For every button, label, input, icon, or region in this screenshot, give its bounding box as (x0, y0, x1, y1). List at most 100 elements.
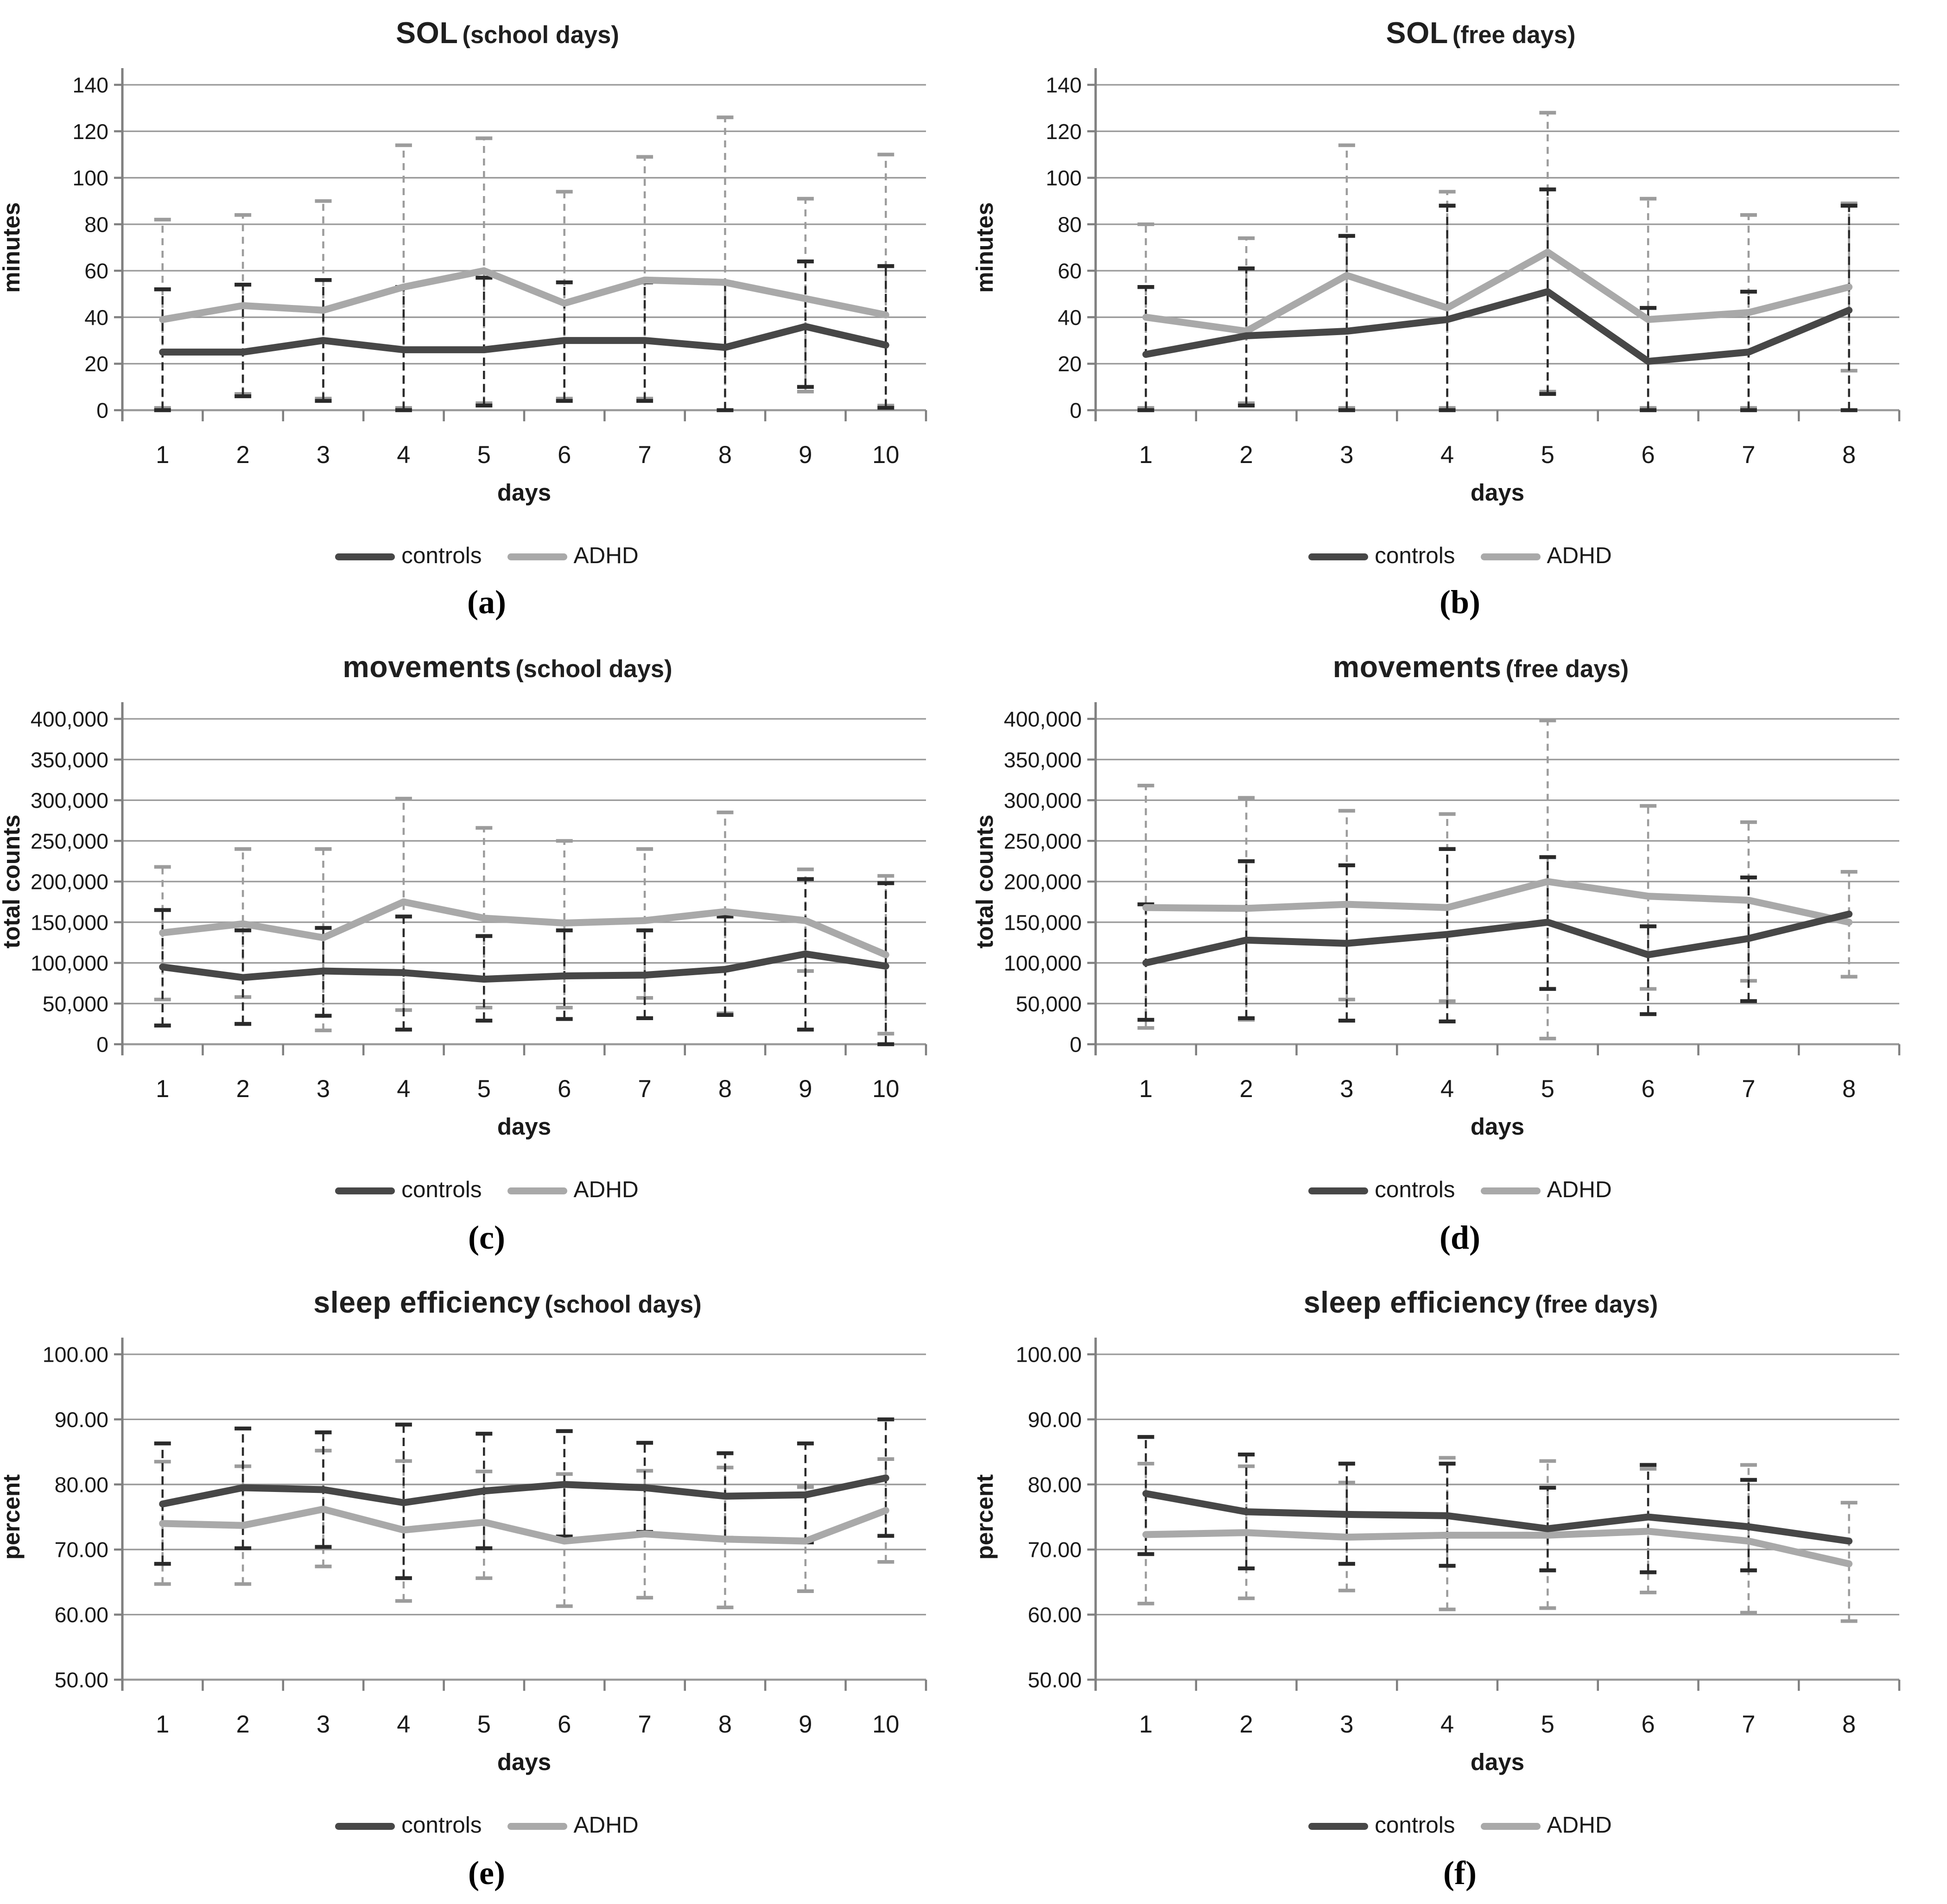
controls-line-swatch (1308, 1823, 1368, 1831)
chart-title-main: sleep efficiency (313, 1286, 541, 1320)
x-tick-label: 6 (1642, 1711, 1655, 1739)
x-tick-label: 4 (1440, 442, 1454, 469)
legend: controls ADHD (973, 1178, 1947, 1205)
series-line-controls (159, 1475, 889, 1508)
legend-label-controls: controls (401, 544, 482, 570)
plot-area-e: 50.00 60.00 70.00 80.00 90.00 100.00 1 2 3 4 5 6 7 8 9… (0, 1330, 973, 1747)
y-tick-label: 350,000 (1004, 748, 1082, 772)
x-tick-label: 5 (477, 1076, 491, 1103)
x-tick-label: 3 (317, 442, 330, 469)
series-line-controls (1142, 1491, 1853, 1545)
y-tick-label: 0 (1070, 1033, 1082, 1057)
y-tick-label: 90.00 (55, 1408, 108, 1432)
plot-area-c: 0 50,000 100,000 150,000 200,000 250,000 300,0… (0, 694, 973, 1111)
x-tick-label: 4 (397, 442, 410, 469)
x-tick-label: 7 (1742, 1711, 1755, 1739)
y-tick-label: 120 (1046, 120, 1082, 144)
series-line-adhd (1142, 249, 1853, 336)
legend-label-adhd: ADHD (573, 1814, 639, 1839)
x-tick-label: 9 (799, 442, 812, 469)
y-tick-label: 100 (72, 166, 108, 190)
line-chart-e: 50.00 60.00 70.00 80.00 90.00 100.00 1 2 3 4 5 6 7 8 9… (0, 1338, 927, 1739)
x-tick-label: 6 (558, 1076, 571, 1103)
x-tick-label: 2 (1240, 1076, 1253, 1103)
y-tick-label: 20 (84, 352, 108, 376)
adhd-line-swatch (1480, 1823, 1540, 1831)
legend-item-adhd: ADHD (507, 544, 639, 571)
x-axis-label: days (497, 1114, 552, 1141)
chart-title-a: SOL (school days) (396, 15, 619, 52)
x-axis-label: days (497, 480, 552, 507)
x-tick-label: 3 (1340, 442, 1353, 469)
x-tick-label: 9 (799, 1076, 812, 1103)
x-tick-label: 1 (156, 1711, 169, 1739)
legend-label-controls: controls (1375, 544, 1455, 570)
chart-title-sub: (school days) (515, 655, 672, 683)
y-tick-label: 200,000 (31, 870, 108, 895)
chart-title-b: SOL (free days) (1386, 15, 1576, 52)
line-chart-c: 0 50,000 100,000 150,000 200,000 250,000 300,0… (0, 703, 927, 1103)
legend-label-controls: controls (1375, 1178, 1455, 1204)
y-tick-label: 60 (84, 260, 108, 284)
x-tick-label: 4 (397, 1076, 410, 1103)
x-tick-label: 5 (1541, 1076, 1554, 1103)
x-tick-label: 7 (638, 1711, 651, 1739)
controls-line-swatch (1308, 554, 1368, 561)
x-tick-label: 3 (317, 1711, 330, 1739)
y-tick-label: 0 (1070, 399, 1082, 423)
y-tick-label: 80.00 (55, 1473, 108, 1497)
chart-title-main: movements (1332, 651, 1502, 684)
chart-title-f: sleep efficiency (free days) (1304, 1285, 1658, 1321)
chart-title-sub: (free days) (1505, 655, 1629, 683)
legend-item-adhd: ADHD (1480, 1178, 1612, 1205)
x-tick-label: 6 (1642, 442, 1655, 469)
chart-title-main: sleep efficiency (1303, 1286, 1531, 1320)
legend-label-controls: controls (401, 1178, 482, 1204)
series-line-controls (159, 951, 889, 984)
x-tick-label: 7 (638, 1076, 651, 1103)
y-tick-label: 80.00 (1028, 1473, 1082, 1497)
series-line-controls (1142, 911, 1853, 967)
legend-item-controls: controls (1308, 1178, 1455, 1205)
x-tick-label: 2 (1240, 1711, 1253, 1739)
adhd-line-swatch (507, 1188, 567, 1195)
x-tick-label: 2 (236, 1711, 249, 1739)
x-tick-label: 1 (156, 442, 169, 469)
controls-line-swatch (335, 1823, 395, 1831)
y-tick-label: 70.00 (55, 1538, 108, 1562)
x-tick-label: 4 (1440, 1711, 1454, 1739)
legend: controls ADHD (973, 544, 1947, 571)
y-tick-label: 250,000 (1004, 830, 1082, 854)
legend-label-adhd: ADHD (1547, 1178, 1612, 1204)
series-line-controls (1142, 288, 1853, 366)
x-tick-label: 5 (1541, 1711, 1554, 1739)
panel-caption-e: (e) (468, 1856, 505, 1892)
y-tick-label: 60.00 (55, 1603, 108, 1627)
panel-caption-a: (a) (467, 585, 506, 622)
x-axis-label: days (1470, 480, 1525, 507)
y-tick-label: 300,000 (1004, 789, 1082, 813)
chart-title-sub: (free days) (1452, 21, 1576, 49)
y-tick-label: 90.00 (1028, 1408, 1082, 1432)
line-chart-f: 50.00 60.00 70.00 80.00 90.00 100.00 1 2 3 4 5 6 7 8 p… (973, 1338, 1901, 1739)
controls-line-swatch (335, 1188, 395, 1195)
x-tick-label: 7 (1742, 1076, 1755, 1103)
chart-title-sub: (free days) (1535, 1290, 1658, 1318)
x-tick-label: 1 (156, 1076, 169, 1103)
legend-item-controls: controls (335, 1178, 482, 1205)
x-tick-label: 8 (718, 1076, 732, 1103)
x-tick-label: 8 (1842, 442, 1856, 469)
panel-f: sleep efficiency (free days) 50.00 60.00 70… (973, 1269, 1947, 1904)
y-tick-label: 0 (96, 1033, 108, 1057)
legend-label-adhd: ADHD (1547, 544, 1612, 570)
legend-item-controls: controls (335, 544, 482, 571)
adhd-line-swatch (1480, 554, 1540, 561)
x-tick-label: 3 (1340, 1076, 1353, 1103)
y-tick-label: 150,000 (31, 911, 108, 935)
line-chart-b: 0 20 40 60 80 100 120 140 1 2 3 4 5 6 7 8 minutes (973, 69, 1901, 469)
x-tick-label: 6 (1642, 1076, 1655, 1103)
chart-title-d: movements (free days) (1333, 649, 1629, 686)
y-tick-label: 400,000 (1004, 708, 1082, 732)
x-tick-label: 7 (1742, 442, 1755, 469)
